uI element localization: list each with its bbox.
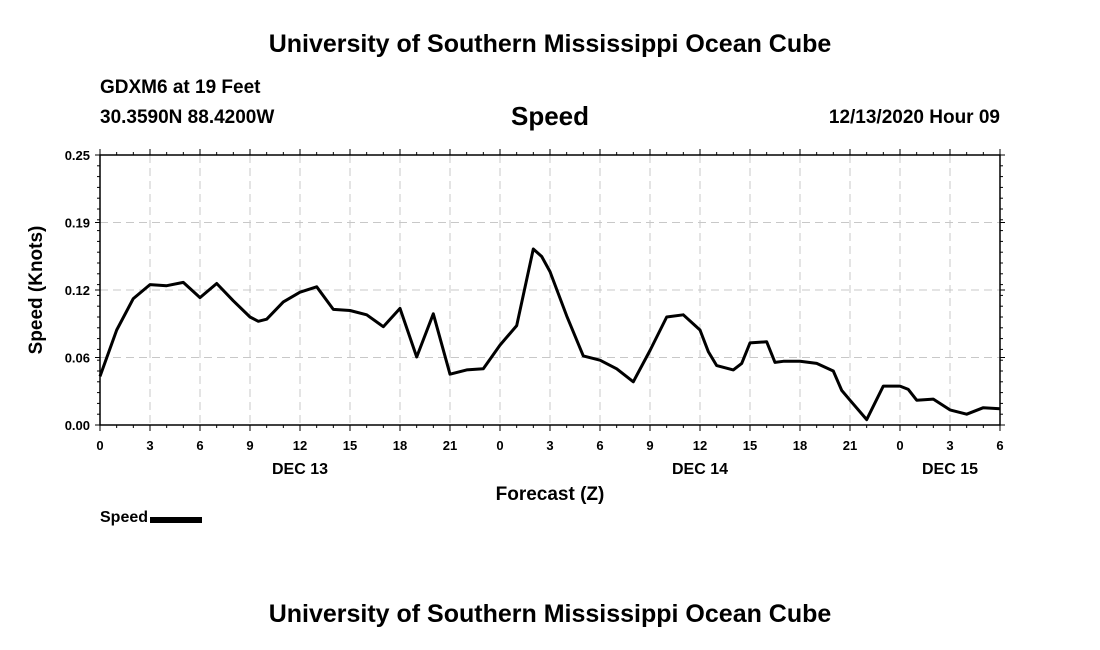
- y-axis-tick-labels: 0.00 0.06 0.12 0.19 0.25: [65, 148, 90, 433]
- x-tick-label: 9: [246, 438, 253, 453]
- x-axis-tick-labels: 0 3 6 9 12 15 18 21 0 3 6 9 12 15 18 21 0 3 6: [96, 438, 1003, 453]
- chart-title: Speed: [510, 101, 590, 131]
- x-tick-label: 21: [843, 438, 857, 453]
- forecast-datetime: 12/13/2020 Hour 09: [828, 107, 1000, 128]
- y-tick-label: 0.19: [65, 216, 90, 231]
- speed-series-line: [98, 247, 1001, 422]
- page-title: University of Southern Mississippi Ocean…: [268, 30, 832, 58]
- x-tick-label: 15: [343, 438, 357, 453]
- legend: Speed: [100, 509, 203, 527]
- x-tick-label: 3: [546, 438, 553, 453]
- x-tick-label: 15: [743, 438, 757, 453]
- x-tick-label: 6: [996, 438, 1003, 453]
- y-tick-label: 0.00: [65, 418, 90, 433]
- footer-title: University of Southern Mississippi Ocean…: [268, 600, 832, 628]
- x-tick-label: 0: [496, 438, 503, 453]
- x-tick-label: 18: [393, 438, 407, 453]
- y-axis-label: Speed (Knots): [26, 226, 47, 355]
- x-tick-label: 12: [693, 438, 707, 453]
- date-labels: DEC 13 DEC 14 DEC 15: [272, 461, 978, 478]
- plot-frame: [99, 154, 1001, 426]
- legend-label: Speed: [100, 509, 149, 526]
- chart-grid: [100, 155, 1000, 425]
- date-label: DEC 14: [672, 461, 728, 478]
- x-tick-label: 9: [646, 438, 653, 453]
- x-tick-label: 3: [146, 438, 153, 453]
- x-tick-label: 21: [443, 438, 457, 453]
- x-tick-label: 0: [96, 438, 103, 453]
- y-tick-label: 0.06: [65, 351, 90, 366]
- x-tick-label: 0: [896, 438, 903, 453]
- station-label: GDXM6 at 19 Feet: [100, 77, 261, 98]
- x-tick-label: 12: [293, 438, 307, 453]
- date-label: DEC 13: [272, 461, 328, 478]
- x-tick-label: 6: [596, 438, 603, 453]
- x-tick-label: 3: [946, 438, 953, 453]
- y-tick-label: 0.12: [65, 283, 90, 298]
- legend-swatch: [150, 516, 203, 523]
- coordinates-label: 30.3590N 88.4200W: [100, 107, 275, 128]
- x-axis-label: Forecast (Z): [496, 484, 605, 505]
- x-tick-label: 18: [793, 438, 807, 453]
- x-tick-label: 6: [196, 438, 203, 453]
- date-label: DEC 15: [922, 461, 978, 478]
- y-tick-label: 0.25: [65, 148, 90, 163]
